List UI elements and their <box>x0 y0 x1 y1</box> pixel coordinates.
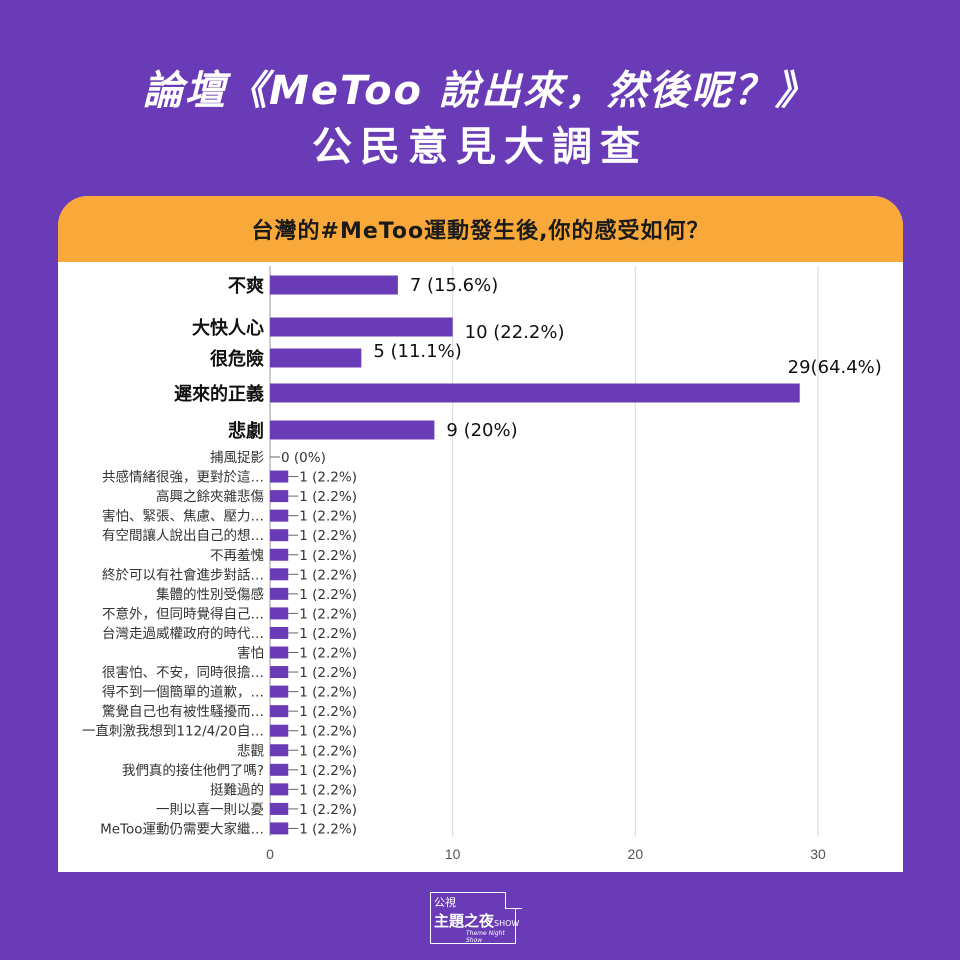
category-label: 集體的性別受傷感 <box>156 586 264 603</box>
bar <box>270 783 289 796</box>
data-label: 1 (2.2%) <box>299 509 357 525</box>
bar <box>270 275 398 295</box>
data-label: 1 (2.2%) <box>299 587 357 603</box>
data-label: 1 (2.2%) <box>299 802 357 818</box>
category-label: 不爽 <box>228 276 264 297</box>
data-label: 1 (2.2%) <box>299 567 357 583</box>
bar <box>270 548 289 561</box>
category-label: 遲來的正義 <box>174 383 264 405</box>
bar <box>270 568 289 581</box>
data-label: 1 (2.2%) <box>299 626 357 642</box>
x-tick-label: 20 <box>628 846 644 862</box>
data-label: 1 (2.2%) <box>299 606 357 622</box>
data-label: 0 (0%) <box>281 450 326 466</box>
category-label: 悲觀 <box>237 742 264 759</box>
bar <box>270 420 435 440</box>
bar <box>270 822 289 835</box>
data-label: 29(64.4%) <box>788 357 882 378</box>
bar <box>270 607 289 620</box>
category-label: 不再羞愧 <box>210 548 264 564</box>
category-label: 悲劇 <box>228 420 264 442</box>
x-tick-label: 0 <box>266 846 274 862</box>
category-label: 挺難過的 <box>210 782 264 798</box>
data-label: 1 (2.2%) <box>299 685 357 701</box>
data-label: 10 (22.2%) <box>465 322 565 343</box>
bar <box>270 744 289 757</box>
data-label: 5 (11.1%) <box>373 341 461 362</box>
bar <box>270 587 289 600</box>
category-label: 很害怕、不安，同時很擔… <box>102 665 264 681</box>
category-label: 捕風捉影 <box>210 450 264 466</box>
bar <box>270 348 362 368</box>
bar <box>270 763 289 776</box>
x-tick-label: 10 <box>445 846 461 862</box>
category-label: MeToo運動仍需要大家繼… <box>100 820 264 837</box>
category-label: 害怕 <box>237 646 264 662</box>
category-label: 有空間讓人說出自己的想… <box>102 527 264 544</box>
bar <box>270 646 289 659</box>
data-label: 1 (2.2%) <box>299 665 357 681</box>
chart-card: 台灣的#MeToo運動發生後,你的感受如何？ 0 10 20 30 不爽 7 (15.6%… <box>58 196 903 872</box>
bar-chart: 0 10 20 30 不爽 7 (15.6%) 大快人心 10 (22.2%) 很危險 5 (11… <box>82 266 882 862</box>
bar <box>270 685 289 698</box>
bar <box>270 509 289 522</box>
category-label: 很危險 <box>210 348 264 370</box>
category-label: 驚覺自己也有被性騷擾而… <box>102 703 264 720</box>
page-title-line1: 論壇《MeToo 說出來，然後呢？》 <box>143 68 817 114</box>
data-label: 7 (15.6%) <box>410 275 498 296</box>
bar <box>270 626 289 639</box>
category-label: 共感情緒很強，更對於這… <box>102 469 264 486</box>
data-label: 1 (2.2%) <box>299 821 357 837</box>
category-label: 我們真的接住他們了嗎? <box>122 762 264 779</box>
category-label: 終於可以有社會進步對話… <box>102 566 264 583</box>
data-label: 1 (2.2%) <box>299 763 357 779</box>
data-label: 1 (2.2%) <box>299 704 357 720</box>
bar <box>270 490 289 503</box>
bar <box>270 666 289 679</box>
category-label: 一直刺激我想到112/4/20自… <box>82 724 264 740</box>
category-label: 害怕、緊張、焦慮、壓力… <box>102 509 264 525</box>
bar <box>270 470 289 483</box>
data-label: 1 (2.2%) <box>299 548 357 564</box>
category-label: 高興之餘夾雜悲傷 <box>156 488 264 505</box>
data-label: 1 (2.2%) <box>299 470 357 486</box>
bar <box>270 802 289 815</box>
logo-fold-corner <box>505 892 522 909</box>
logo-title: 主題之夜 <box>434 912 495 930</box>
category-label: 得不到一個簡單的道歉，… <box>102 684 264 701</box>
data-label: 1 (2.2%) <box>299 489 357 505</box>
data-label: 9 (20%) <box>446 420 517 441</box>
category-label: 大快人心 <box>192 317 264 339</box>
data-label: 1 (2.2%) <box>299 782 357 798</box>
show-logo: 公視 主題之夜SHOW Theme Night Show <box>430 892 522 944</box>
bar <box>270 705 289 718</box>
data-label: 1 (2.2%) <box>299 743 357 759</box>
category-label: 台灣走過威權政府的時代… <box>102 626 264 642</box>
page-title-line2: 公民意見大調查 <box>312 124 648 170</box>
logo-show: SHOW <box>494 919 520 928</box>
logo-subtitle: Theme Night Show <box>466 930 505 944</box>
bar <box>270 529 289 542</box>
bar <box>270 383 800 403</box>
bar <box>270 317 453 337</box>
bar <box>270 724 289 737</box>
data-label: 1 (2.2%) <box>299 646 357 662</box>
logo-top-text: 公視 <box>434 896 456 909</box>
x-tick-label: 30 <box>810 846 826 862</box>
data-label: 1 (2.2%) <box>299 724 357 740</box>
category-label: 不意外，但同時覺得自己… <box>102 605 264 622</box>
category-label: 一則以喜一則以憂 <box>156 802 264 818</box>
chart-question: 台灣的#MeToo運動發生後,你的感受如何？ <box>58 196 903 262</box>
logo-main-text: 主題之夜SHOW <box>434 910 519 931</box>
logo-frame <box>430 892 516 944</box>
data-label: 1 (2.2%) <box>299 528 357 544</box>
